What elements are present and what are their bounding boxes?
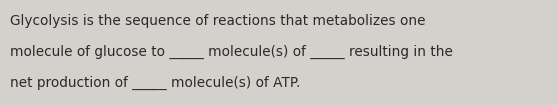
Text: molecule of glucose to _____ molecule(s) of _____ resulting in the: molecule of glucose to _____ molecule(s)… bbox=[10, 45, 453, 59]
Text: Glycolysis is the sequence of reactions that metabolizes one: Glycolysis is the sequence of reactions … bbox=[10, 14, 426, 28]
Text: net production of _____ molecule(s) of ATP.: net production of _____ molecule(s) of A… bbox=[10, 76, 300, 90]
